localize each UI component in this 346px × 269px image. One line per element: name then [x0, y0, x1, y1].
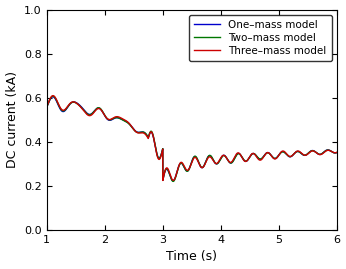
- One–mass model: [169, 176, 173, 179]
- Three–mass model: [329, 150, 334, 153]
- Two–mass model: [95, 107, 99, 110]
- Three–mass model: [78, 105, 82, 108]
- One–mass model: [78, 104, 82, 107]
- Two–mass model: [171, 180, 175, 183]
- Two–mass model: [45, 105, 49, 109]
- One–mass model: [45, 105, 49, 109]
- Three–mass model: [156, 157, 160, 160]
- Three–mass model: [298, 150, 302, 154]
- Two–mass model: [51, 95, 55, 98]
- Three–mass model: [335, 151, 339, 154]
- X-axis label: Time (s): Time (s): [166, 250, 217, 263]
- Line: Three–mass model: Three–mass model: [47, 96, 337, 180]
- One–mass model: [95, 107, 99, 110]
- One–mass model: [171, 179, 175, 182]
- One–mass model: [51, 95, 55, 98]
- One–mass model: [298, 151, 302, 154]
- Two–mass model: [78, 104, 82, 108]
- Two–mass model: [335, 151, 339, 154]
- Two–mass model: [169, 176, 173, 179]
- Two–mass model: [329, 150, 334, 153]
- Three–mass model: [169, 175, 173, 178]
- Three–mass model: [51, 94, 55, 97]
- Line: One–mass model: One–mass model: [47, 97, 337, 181]
- Two–mass model: [298, 151, 302, 154]
- Line: Two–mass model: Two–mass model: [47, 96, 337, 181]
- Y-axis label: DC current (kA): DC current (kA): [6, 71, 19, 168]
- One–mass model: [156, 156, 160, 159]
- Three–mass model: [45, 105, 49, 108]
- One–mass model: [335, 151, 339, 154]
- Three–mass model: [95, 107, 99, 111]
- Three–mass model: [161, 179, 165, 182]
- Legend: One–mass model, Two–mass model, Three–mass model: One–mass model, Two–mass model, Three–ma…: [189, 15, 332, 61]
- One–mass model: [329, 150, 334, 153]
- Two–mass model: [156, 156, 160, 159]
